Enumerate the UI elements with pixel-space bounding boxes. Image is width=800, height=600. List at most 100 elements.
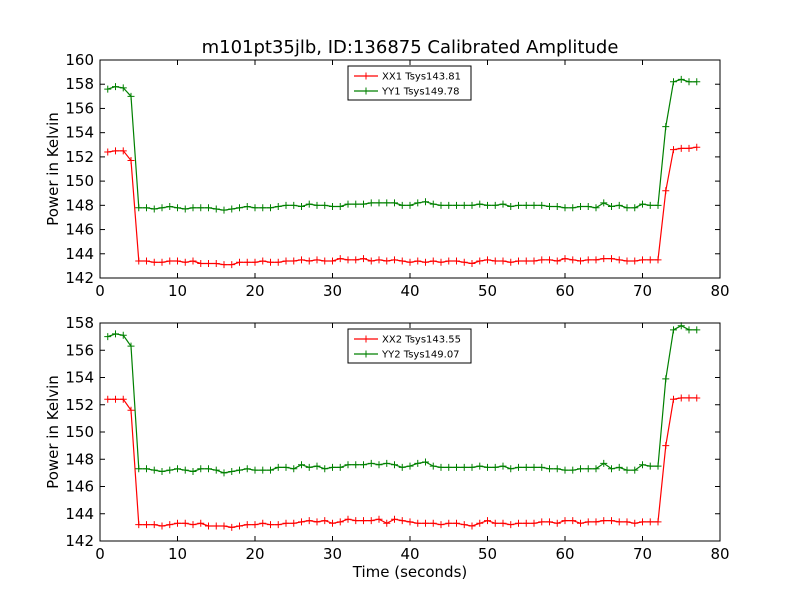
data-point xyxy=(236,522,243,530)
data-point xyxy=(119,84,127,92)
data-point xyxy=(538,463,546,471)
data-point xyxy=(615,463,623,471)
data-point xyxy=(321,257,329,265)
data-point xyxy=(577,257,584,265)
data-point xyxy=(267,466,274,474)
data-point xyxy=(174,257,181,265)
data-point xyxy=(639,200,646,208)
data-point xyxy=(344,256,352,264)
x-tick-label: 10 xyxy=(168,545,187,563)
data-point xyxy=(631,466,639,474)
data-point xyxy=(600,459,608,467)
data-point xyxy=(584,203,592,211)
data-point xyxy=(290,465,298,473)
data-point xyxy=(158,204,166,212)
data-point xyxy=(383,257,391,265)
axes-frame xyxy=(99,322,721,542)
data-point xyxy=(367,199,375,207)
data-point xyxy=(584,256,592,264)
data-point xyxy=(236,258,243,266)
y-tick-label: 144 xyxy=(65,245,94,263)
x-tick-label: 10 xyxy=(168,282,187,300)
data-point xyxy=(352,517,360,525)
x-tick-label: 80 xyxy=(710,545,729,563)
data-point xyxy=(290,519,298,527)
data-point xyxy=(150,258,158,266)
data-point xyxy=(220,469,228,477)
data-point xyxy=(677,394,685,402)
data-point xyxy=(367,257,375,265)
y-axis-label: Power in Kelvin xyxy=(44,112,62,226)
data-point xyxy=(352,461,360,469)
x-tick-label: 50 xyxy=(478,282,497,300)
data-point xyxy=(127,92,135,100)
data-point xyxy=(654,462,662,470)
data-point xyxy=(127,157,135,165)
data-point xyxy=(569,256,577,264)
data-point xyxy=(561,466,569,474)
data-point xyxy=(437,463,445,471)
data-point xyxy=(329,519,336,527)
data-point xyxy=(623,518,631,526)
data-point xyxy=(391,199,398,207)
subplot-1: 0 10 20 30 40 50 60 70 80 142 144 146 148 150 152 154 15… xyxy=(44,51,730,300)
legend-marker xyxy=(362,350,370,358)
data-point xyxy=(422,519,429,527)
data-point xyxy=(577,203,584,211)
x-tick-label: 20 xyxy=(245,545,264,563)
data-point xyxy=(460,463,468,471)
data-point xyxy=(569,466,577,474)
data-point xyxy=(468,201,476,209)
data-point xyxy=(476,462,484,470)
x-tick-label: 70 xyxy=(633,282,652,300)
data-point xyxy=(429,200,437,208)
data-point xyxy=(577,519,584,527)
data-point xyxy=(290,257,298,265)
data-point xyxy=(181,205,189,213)
data-point xyxy=(561,255,569,263)
data-point xyxy=(251,204,259,212)
data-point xyxy=(615,256,623,264)
data-point xyxy=(197,519,205,527)
data-point xyxy=(569,204,577,212)
data-point xyxy=(670,146,677,154)
data-point xyxy=(267,258,274,266)
data-point xyxy=(282,463,290,471)
data-point xyxy=(336,203,344,211)
data-point xyxy=(313,518,321,526)
legend-marker xyxy=(362,72,370,80)
x-tick-label: 30 xyxy=(323,545,342,563)
data-point xyxy=(251,258,259,266)
legend: XX2 Tsys143.55 YY2 Tsys149.07 xyxy=(347,328,472,364)
data-point xyxy=(646,201,654,209)
data-point xyxy=(584,465,592,473)
x-tick-label: 40 xyxy=(400,282,419,300)
data-point xyxy=(662,375,670,383)
data-point xyxy=(352,200,360,208)
data-point xyxy=(406,201,414,209)
data-point xyxy=(243,203,251,211)
data-point xyxy=(592,518,600,526)
data-point xyxy=(530,257,538,265)
data-point xyxy=(143,465,150,473)
data-point xyxy=(189,521,197,529)
data-point xyxy=(437,521,445,529)
data-point xyxy=(615,201,623,209)
x-tick-label: 20 xyxy=(245,282,264,300)
axes-frame xyxy=(99,59,721,279)
data-point xyxy=(367,459,375,467)
data-point xyxy=(189,257,197,265)
data-point xyxy=(600,255,608,263)
data-point xyxy=(546,465,553,473)
data-point xyxy=(429,519,437,527)
x-tick-label: 60 xyxy=(555,282,574,300)
data-point xyxy=(476,257,484,265)
data-point xyxy=(189,204,197,212)
data-point xyxy=(383,459,391,467)
y-tick-label: 142 xyxy=(65,269,94,287)
data-point xyxy=(360,200,367,208)
data-point xyxy=(577,465,584,473)
data-point xyxy=(406,258,414,266)
data-point xyxy=(305,517,313,525)
data-point xyxy=(228,205,236,213)
